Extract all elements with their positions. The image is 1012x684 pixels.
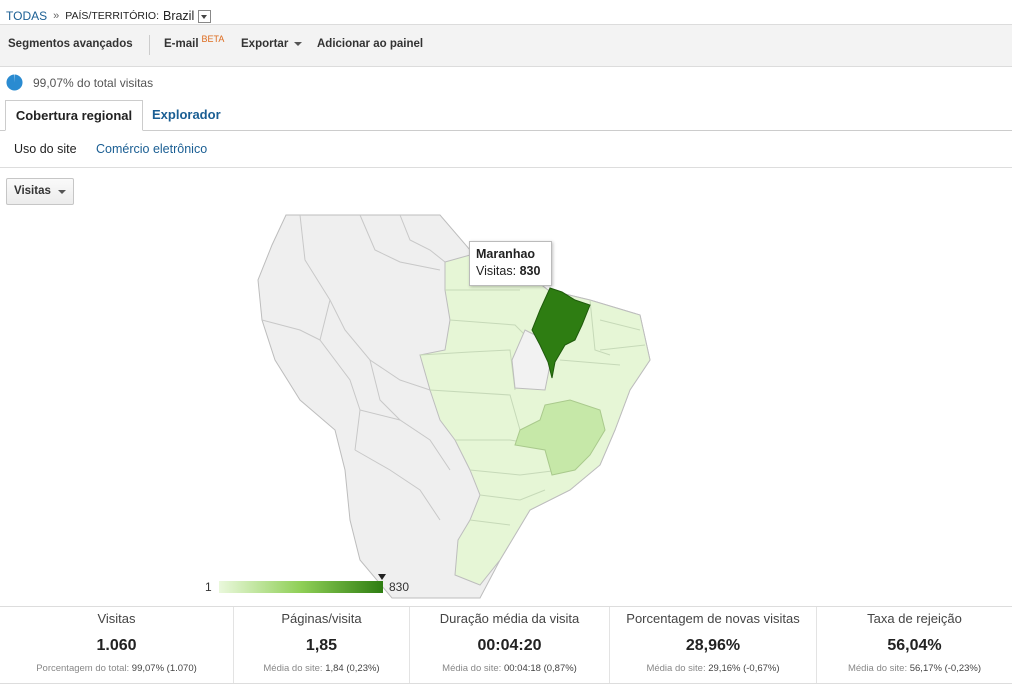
metric-comparison-extra: (0,23%) bbox=[346, 663, 380, 674]
tooltip-metric-label: Visitas: bbox=[476, 264, 517, 278]
metric-comparison-extra: (0,87%) bbox=[543, 663, 577, 674]
region-medium bbox=[514, 399, 606, 476]
metric-comparison: Média do site: 29,16% (-0,67%) bbox=[610, 663, 816, 674]
tooltip-metric-value: 830 bbox=[519, 264, 541, 278]
metric-comparison-value: 99,07% bbox=[131, 663, 165, 674]
advanced-segments-label: Segmentos avançados bbox=[8, 38, 133, 50]
metric-label: Páginas/visita bbox=[281, 611, 362, 626]
tab-regional-coverage[interactable]: Cobertura regional bbox=[5, 100, 143, 131]
color-scale-bar bbox=[219, 581, 383, 593]
metric-value: 00:04:20 bbox=[477, 637, 542, 654]
map-tooltip: Maranhao Visitas: 830 bbox=[469, 241, 552, 286]
metric-comparison-label: Média do site: bbox=[263, 663, 323, 674]
metric-comparison-value: 1,84 bbox=[325, 663, 344, 674]
metric-label: Visitas bbox=[97, 611, 136, 626]
export-label: Exportar bbox=[241, 38, 289, 50]
metric-comparison: Média do site: 56,17% (-0,23%) bbox=[817, 663, 1012, 674]
metric-select[interactable]: Visitas bbox=[6, 178, 74, 205]
metric-label: Duração média da visita bbox=[439, 611, 580, 626]
add-to-dashboard-label: Adicionar ao painel bbox=[317, 38, 424, 50]
metric-comparison-label: Porcentagem do total: bbox=[36, 663, 130, 674]
pie-chart-icon bbox=[6, 74, 23, 91]
legend-max-value: 830 bbox=[389, 580, 410, 594]
metric-value: 1,85 bbox=[305, 637, 338, 654]
metric-comparison-value: 29,16% bbox=[708, 663, 741, 674]
metric-comparison-extra: (-0,67%) bbox=[743, 663, 780, 674]
metric-value: 28,96% bbox=[685, 637, 741, 654]
metrics-summary: Visitas 1.060 Porcentagem do total: 99,0… bbox=[0, 606, 1012, 684]
breadcrumb-dimension-value: Brazil bbox=[162, 9, 195, 23]
tooltip-region-name: Maranhao bbox=[476, 247, 536, 261]
metric-pages-per-visit: Páginas/visita 1,85 Média do site: 1,84 … bbox=[234, 607, 410, 683]
metric-comparison-label: Média do site: bbox=[847, 663, 908, 674]
chevron-down-icon[interactable] bbox=[198, 9, 212, 23]
metric-select-value: Visitas bbox=[14, 185, 51, 197]
metric-comparison: Média do site: 00:04:18 (0,87%) bbox=[410, 663, 609, 674]
country-borders bbox=[261, 214, 451, 521]
region-maranhao-highlight[interactable] bbox=[531, 287, 591, 379]
breadcrumb: TODAS » PAÍS/TERRITÓRIO: Brazil bbox=[6, 7, 212, 25]
metric-group-tabs: Uso do site Comércio eletrônico bbox=[0, 131, 1012, 168]
metric-avg-visit-duration: Duração média da visita 00:04:20 Média d… bbox=[410, 607, 610, 683]
advanced-segments-button[interactable]: Segmentos avançados bbox=[8, 38, 133, 50]
breadcrumb-separator: » bbox=[53, 10, 60, 22]
legend-marker-icon bbox=[378, 574, 386, 580]
view-tabs: Cobertura regional Explorador bbox=[0, 100, 1012, 131]
email-button[interactable]: E-mail BETA bbox=[164, 34, 224, 50]
toolbar-divider bbox=[149, 35, 150, 55]
email-label: E-mail bbox=[164, 38, 199, 50]
metric-value: 56,04% bbox=[887, 637, 942, 654]
sample-percentage-text: 99,07% do total visitas bbox=[33, 75, 154, 90]
metric-comparison-extra: (1.070) bbox=[166, 663, 197, 674]
brazil-states-low bbox=[419, 254, 651, 586]
metric-comparison-value: 56,17% bbox=[909, 663, 942, 674]
beta-badge: BETA bbox=[201, 34, 225, 44]
metric-comparison-extra: (-0,23%) bbox=[944, 663, 982, 674]
breadcrumb-root-link[interactable]: TODAS bbox=[6, 9, 48, 23]
chevron-down-icon bbox=[294, 41, 303, 46]
metric-bounce-rate: Taxa de rejeição 56,04% Média do site: 5… bbox=[817, 607, 1012, 683]
metric-label: Taxa de rejeição bbox=[867, 611, 962, 626]
tab-explorer[interactable]: Explorador bbox=[152, 107, 221, 122]
sample-indicator: 99,07% do total visitas bbox=[6, 74, 153, 91]
metric-label: Porcentagem de novas visitas bbox=[626, 611, 800, 626]
tooltip-metric: Visitas: 830 bbox=[476, 263, 545, 280]
chevron-down-icon bbox=[58, 190, 66, 194]
metric-comparison-label: Média do site: bbox=[442, 663, 502, 674]
subtab-ecommerce[interactable]: Comércio eletrônico bbox=[96, 142, 208, 156]
metric-visits: Visitas 1.060 Porcentagem do total: 99,0… bbox=[0, 607, 234, 683]
metric-comparison: Média do site: 1,84 (0,23%) bbox=[234, 663, 409, 674]
metric-comparison-label: Média do site: bbox=[646, 663, 706, 674]
legend-min-value: 1 bbox=[205, 580, 212, 594]
metric-new-visits-percentage: Porcentagem de novas visitas 28,96% Médi… bbox=[610, 607, 817, 683]
metric-value: 1.060 bbox=[96, 637, 137, 654]
report-toolbar: Segmentos avançados E-mail BETA Exportar … bbox=[0, 24, 1012, 67]
metric-comparison-value: 00:04:18 bbox=[503, 663, 541, 674]
metric-comparison: Porcentagem do total: 99,07% (1.070) bbox=[0, 663, 233, 674]
add-to-dashboard-button[interactable]: Adicionar ao painel bbox=[317, 38, 423, 50]
export-button[interactable]: Exportar bbox=[241, 38, 303, 50]
subtab-site-usage[interactable]: Uso do site bbox=[14, 142, 77, 156]
breadcrumb-dimension-label: PAÍS/TERRITÓRIO: bbox=[65, 10, 159, 22]
